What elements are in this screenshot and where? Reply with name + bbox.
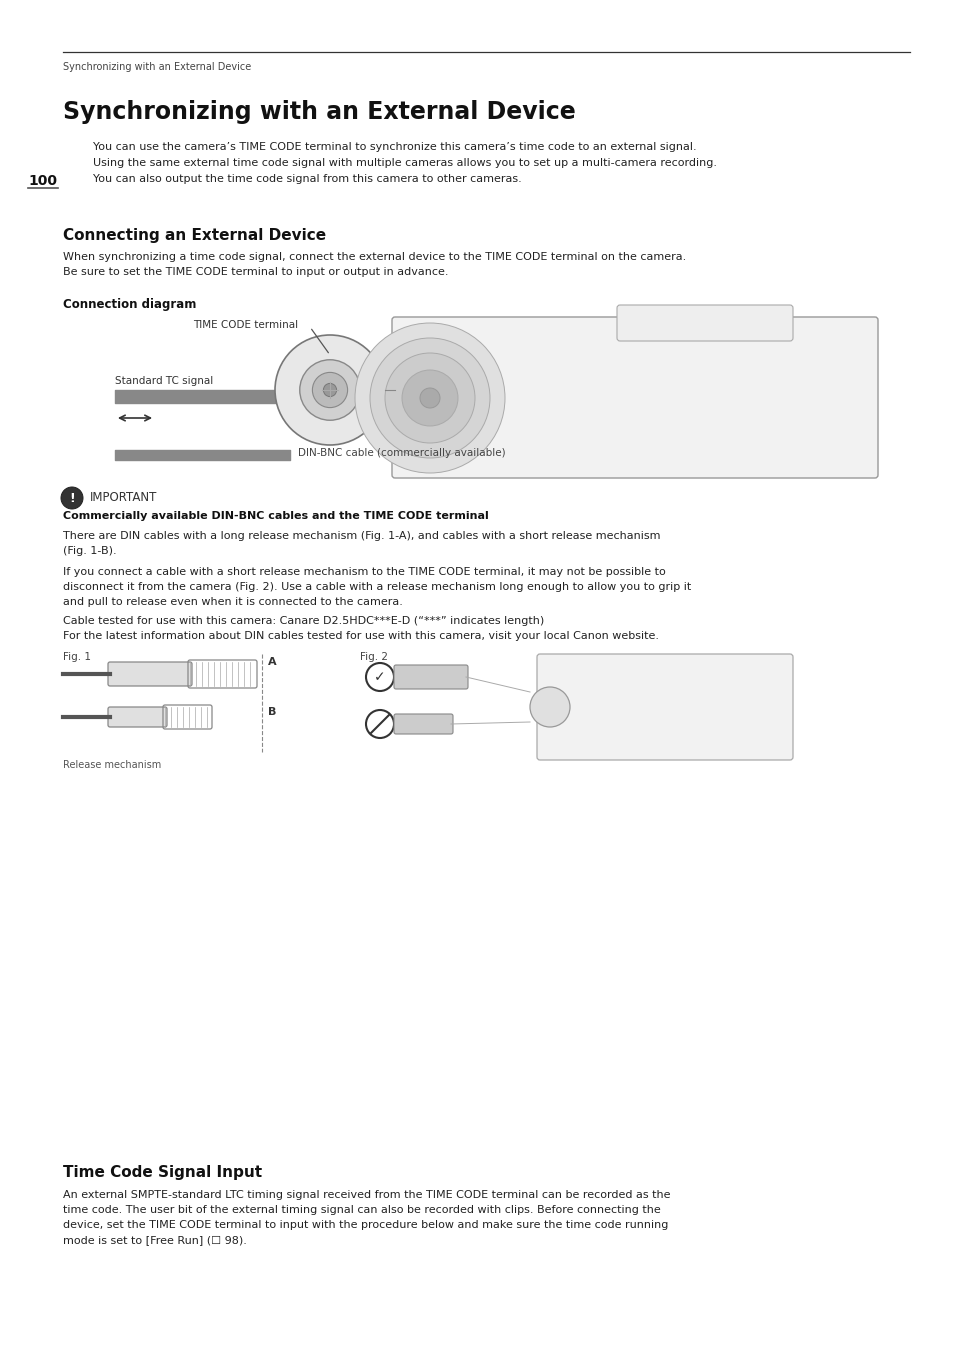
Text: There are DIN cables with a long release mechanism (Fig. 1-A), and cables with a: There are DIN cables with a long release… — [63, 531, 659, 541]
Circle shape — [370, 338, 490, 458]
Text: An external SMPTE-standard LTC timing signal received from the TIME CODE termina: An external SMPTE-standard LTC timing si… — [63, 1190, 670, 1200]
Text: Connection diagram: Connection diagram — [63, 298, 196, 311]
Text: For the latest information about DIN cables tested for use with this camera, vis: For the latest information about DIN cab… — [63, 631, 659, 642]
Circle shape — [385, 353, 475, 443]
Circle shape — [355, 324, 504, 473]
Text: When synchronizing a time code signal, connect the external device to the TIME C: When synchronizing a time code signal, c… — [63, 252, 685, 262]
Text: Cable tested for use with this camera: Canare D2.5HDC***E-D (“***” indicates len: Cable tested for use with this camera: C… — [63, 616, 543, 625]
Text: 100: 100 — [28, 174, 57, 187]
Text: If you connect a cable with a short release mechanism to the TIME CODE terminal,: If you connect a cable with a short rele… — [63, 568, 665, 577]
Text: Synchronizing with an External Device: Synchronizing with an External Device — [63, 62, 251, 71]
Circle shape — [401, 369, 457, 426]
Circle shape — [61, 487, 83, 510]
FancyBboxPatch shape — [392, 317, 877, 479]
Text: time code. The user bit of the external timing signal can also be recorded with : time code. The user bit of the external … — [63, 1205, 660, 1215]
Circle shape — [323, 383, 336, 396]
Text: Using the same external time code signal with multiple cameras allows you to set: Using the same external time code signal… — [92, 158, 717, 168]
Text: Commercially available DIN-BNC cables and the TIME CODE terminal: Commercially available DIN-BNC cables an… — [63, 511, 488, 520]
Text: Standard TC signal: Standard TC signal — [115, 376, 213, 386]
Text: !: ! — [69, 492, 74, 504]
Text: mode is set to [Free Run] (☐ 98).: mode is set to [Free Run] (☐ 98). — [63, 1235, 247, 1246]
Text: B: B — [268, 706, 276, 717]
Text: TIME CODE terminal: TIME CODE terminal — [193, 319, 297, 330]
Text: Fig. 1: Fig. 1 — [63, 652, 91, 662]
Text: (Fig. 1-B).: (Fig. 1-B). — [63, 546, 116, 555]
FancyBboxPatch shape — [394, 665, 468, 689]
Text: You can use the camera’s TIME CODE terminal to synchronize this camera’s time co: You can use the camera’s TIME CODE termi… — [92, 142, 696, 152]
Circle shape — [299, 360, 360, 421]
FancyBboxPatch shape — [108, 706, 167, 727]
Circle shape — [312, 372, 347, 407]
Text: ✓: ✓ — [374, 670, 385, 683]
Text: Connecting an External Device: Connecting an External Device — [63, 228, 326, 243]
FancyBboxPatch shape — [108, 662, 192, 686]
Circle shape — [366, 710, 394, 737]
Text: Be sure to set the TIME CODE terminal to input or output in advance.: Be sure to set the TIME CODE terminal to… — [63, 267, 448, 276]
Text: and pull to release even when it is connected to the camera.: and pull to release even when it is conn… — [63, 597, 402, 607]
FancyBboxPatch shape — [617, 305, 792, 341]
Text: Synchronizing with an External Device: Synchronizing with an External Device — [63, 100, 576, 124]
Text: Release mechanism: Release mechanism — [63, 760, 161, 770]
Text: A: A — [268, 656, 276, 667]
Text: DIN-BNC cable (commercially available): DIN-BNC cable (commercially available) — [297, 448, 505, 458]
Text: You can also output the time code signal from this camera to other cameras.: You can also output the time code signal… — [92, 174, 521, 183]
Text: IMPORTANT: IMPORTANT — [90, 491, 157, 504]
FancyBboxPatch shape — [394, 714, 453, 735]
FancyBboxPatch shape — [537, 654, 792, 760]
Circle shape — [419, 388, 439, 408]
Text: Time Code Signal Input: Time Code Signal Input — [63, 1165, 262, 1180]
Text: disconnect it from the camera (Fig. 2). Use a cable with a release mechanism lon: disconnect it from the camera (Fig. 2). … — [63, 582, 691, 592]
Circle shape — [530, 687, 569, 727]
Circle shape — [274, 336, 385, 445]
Text: device, set the TIME CODE terminal to input with the procedure below and make su: device, set the TIME CODE terminal to in… — [63, 1220, 668, 1229]
Circle shape — [366, 663, 394, 692]
Text: Fig. 2: Fig. 2 — [359, 652, 388, 662]
